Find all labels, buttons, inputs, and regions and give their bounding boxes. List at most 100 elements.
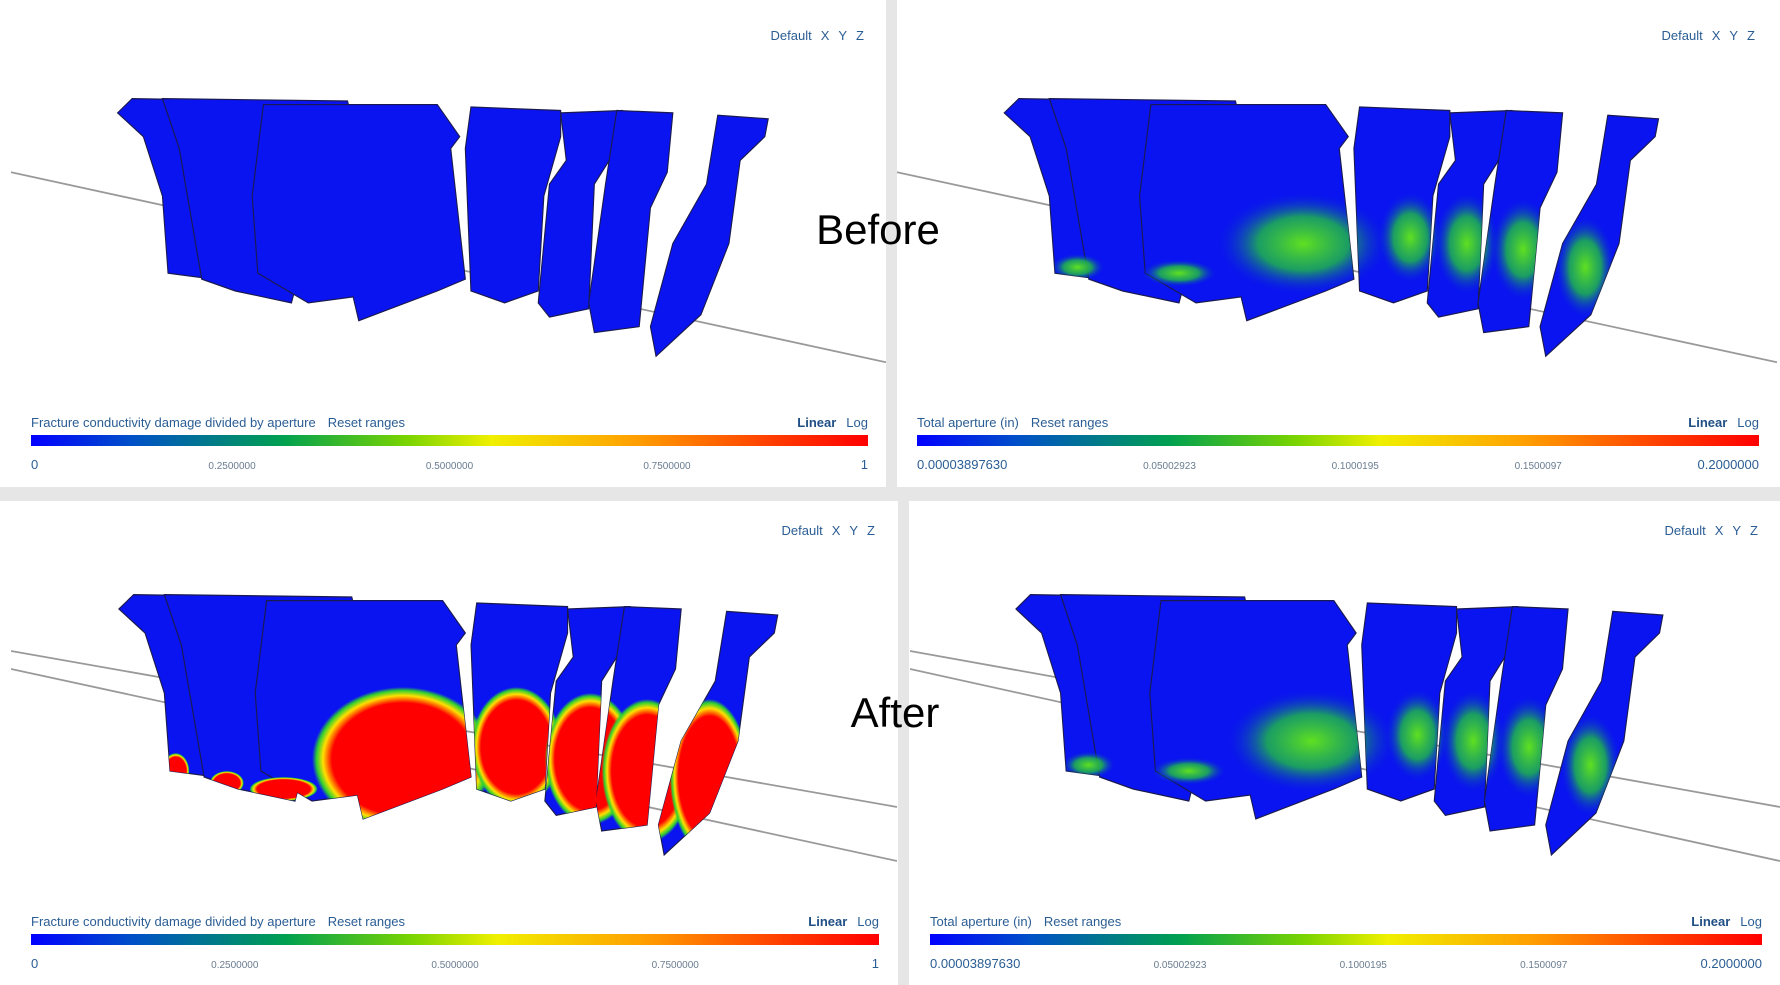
view-button[interactable]: X <box>1715 523 1724 538</box>
view-button[interactable]: X <box>832 523 841 538</box>
view-button[interactable]: Z <box>867 523 875 538</box>
view-button[interactable]: Z <box>856 28 864 43</box>
color-bar <box>930 934 1762 945</box>
linear-button[interactable]: Linear <box>1691 914 1730 929</box>
before-label: Before <box>816 206 940 254</box>
tick-labels: 0.00003897630 0.05002923 0.1000195 0.150009… <box>930 956 1762 971</box>
view-button[interactable]: Default <box>782 523 823 538</box>
log-button[interactable]: Log <box>846 415 868 430</box>
reset-ranges-button[interactable]: Reset ranges <box>1031 415 1108 430</box>
log-button[interactable]: Log <box>1737 415 1759 430</box>
property-spot <box>1140 259 1219 288</box>
legend-header: Fracture conductivity damage divided by … <box>31 415 868 430</box>
property-spot <box>1213 190 1394 297</box>
divider <box>0 487 1780 501</box>
reset-ranges-button[interactable]: Reset ranges <box>328 914 405 929</box>
property-spot <box>162 753 189 789</box>
property-spot <box>1061 751 1117 780</box>
property-spot <box>1489 196 1557 303</box>
legend-title: Fracture conductivity damage divided by … <box>31 914 316 929</box>
tick-label: 0.1000195 <box>1340 960 1387 971</box>
tick-label: 0.2500000 <box>208 461 255 472</box>
property-spot <box>1559 711 1621 819</box>
tick-label: 0.1000195 <box>1332 461 1379 472</box>
color-bar <box>31 435 868 446</box>
tick-labels: 0 0.2500000 0.5000000 0.7500000 1 <box>31 956 879 971</box>
tick-label: 0 <box>31 956 38 971</box>
view-button[interactable]: Y <box>838 28 847 43</box>
legend-header: Total aperture (in) Reset ranges Linear Log <box>917 415 1759 430</box>
legend-header: Fracture conductivity damage divided by … <box>31 914 879 929</box>
tick-label: 0 <box>31 457 38 472</box>
view-button[interactable]: X <box>1712 28 1721 43</box>
property-spot <box>1554 214 1617 321</box>
view-button[interactable]: Y <box>1732 523 1741 538</box>
linear-button[interactable]: Linear <box>1688 415 1727 430</box>
property-spot <box>670 699 750 855</box>
tick-label: 0.00003897630 <box>917 457 1007 472</box>
tick-label: 0.5000000 <box>431 960 478 971</box>
color-bar <box>917 435 1759 446</box>
view-button[interactable]: Default <box>1665 523 1706 538</box>
tick-labels: 0.00003897630 0.05002923 0.1000195 0.150009… <box>917 457 1759 472</box>
linear-button[interactable]: Linear <box>797 415 836 430</box>
legend: Total aperture (in) Reset ranges Linear Log… <box>930 914 1762 971</box>
tick-label: 0.7500000 <box>643 461 690 472</box>
view-button[interactable]: X <box>821 28 830 43</box>
legend: Total aperture (in) Reset ranges Linear Log… <box>917 415 1759 472</box>
scene <box>11 6 886 386</box>
tick-label: 0.2500000 <box>211 960 258 971</box>
legend: Fracture conductivity damage divided by … <box>31 415 868 472</box>
divider <box>898 500 909 985</box>
legend-title: Total aperture (in) <box>930 914 1032 929</box>
screen: DefaultXYZFracture conductivity damage d… <box>0 0 1780 985</box>
tick-label: 1 <box>872 956 879 971</box>
color-bar <box>31 934 879 945</box>
view-button[interactable]: Y <box>849 523 858 538</box>
reset-ranges-button[interactable]: Reset ranges <box>1044 914 1121 929</box>
linear-button[interactable]: Linear <box>808 914 847 929</box>
tick-label: 0.05002923 <box>1143 461 1196 472</box>
scene <box>910 501 1780 885</box>
tick-label: 0.05002923 <box>1154 960 1207 971</box>
view-button[interactable]: Default <box>771 28 812 43</box>
log-button[interactable]: Log <box>857 914 879 929</box>
legend-title: Total aperture (in) <box>917 415 1019 430</box>
legend-header: Total aperture (in) Reset ranges Linear Log <box>930 914 1762 929</box>
tick-label: 0.7500000 <box>652 960 699 971</box>
property-spot <box>1222 687 1400 795</box>
tick-label: 0.1500097 <box>1520 960 1567 971</box>
legend: Fracture conductivity damage divided by … <box>31 914 879 971</box>
log-button[interactable]: Log <box>1740 914 1762 929</box>
reset-ranges-button[interactable]: Reset ranges <box>328 415 405 430</box>
property-spot <box>1150 757 1228 786</box>
tick-label: 1 <box>861 457 868 472</box>
view-button[interactable]: Z <box>1747 28 1755 43</box>
tick-label: 0.2000000 <box>1698 457 1759 472</box>
view-button[interactable]: Z <box>1750 523 1758 538</box>
after-label: After <box>851 689 940 737</box>
property-spot <box>1496 693 1563 801</box>
legend-title: Fracture conductivity damage divided by … <box>31 415 316 430</box>
property-spot <box>1049 253 1105 282</box>
property-spot <box>312 687 494 831</box>
view-button[interactable]: Default <box>1662 28 1703 43</box>
property-spot <box>210 771 244 795</box>
tick-labels: 0 0.2500000 0.5000000 0.7500000 1 <box>31 457 868 472</box>
fracture <box>252 105 465 321</box>
tick-label: 0.2000000 <box>1701 956 1762 971</box>
tick-label: 0.5000000 <box>426 461 473 472</box>
tick-label: 0.1500097 <box>1515 461 1562 472</box>
property-spot <box>471 687 562 807</box>
scene <box>897 6 1777 386</box>
property-spot <box>250 777 318 801</box>
view-button[interactable]: Y <box>1729 28 1738 43</box>
tick-label: 0.00003897630 <box>930 956 1020 971</box>
